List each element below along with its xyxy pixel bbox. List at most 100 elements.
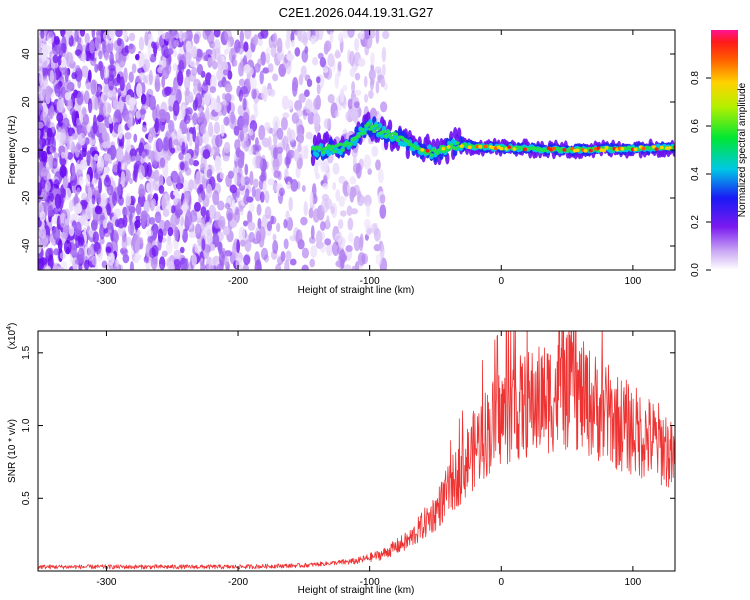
heatmap-cell	[206, 168, 213, 179]
heatmap-cell	[124, 193, 132, 207]
heatmap-cell	[248, 128, 254, 136]
heatmap-cell	[257, 37, 263, 47]
heatmap-cell	[300, 216, 308, 226]
heatmap-cell	[240, 61, 245, 77]
heatmap-cell	[261, 85, 269, 102]
heatmap-cell	[243, 176, 250, 186]
heatmap-cell	[285, 37, 291, 50]
heatmap-cell	[106, 43, 112, 54]
heatmap-cell	[147, 43, 152, 60]
heatmap-cell	[305, 131, 313, 140]
heatmap-cell	[375, 30, 380, 44]
heatmap-cell	[132, 233, 141, 250]
snr-x-ticks: -300 -200 -100 0 100	[96, 331, 642, 588]
heatmap-ridge-cell	[328, 147, 334, 152]
heatmap-cell	[157, 228, 164, 243]
heatmap-peak-cell	[425, 149, 430, 153]
heatmap-cell	[44, 125, 48, 133]
heatmap-ridge-cell	[342, 143, 347, 148]
heatmap-cell	[181, 32, 188, 40]
heatmap-cell	[292, 76, 299, 92]
heatmap-peak-cell	[583, 149, 588, 153]
heatmap-ridge-cell	[376, 127, 381, 131]
heatmap-cell	[251, 88, 257, 100]
heatmap-cell	[192, 112, 199, 126]
heatmap-cell	[53, 207, 61, 215]
heatmap-cell	[206, 228, 211, 236]
heatmap-cell	[307, 111, 315, 125]
heatmap-ridge-cell	[366, 122, 371, 126]
heatmap-ridge-cell	[439, 152, 444, 161]
heatmap-cell	[353, 184, 360, 196]
heatmap-cell	[261, 214, 268, 229]
heatmap-cell	[56, 99, 65, 113]
heatmap-cell	[162, 227, 167, 237]
heatmap-cell	[56, 112, 64, 123]
heatmap-cell	[242, 111, 250, 128]
heatmap-cell	[248, 202, 255, 213]
heatmap-ridge-cell	[453, 146, 458, 151]
heatmap-cell	[112, 161, 119, 173]
heatmap-cell	[267, 63, 274, 73]
heatmap-cell	[207, 231, 213, 247]
heatmap-cell	[166, 48, 174, 56]
heatmap-cell	[223, 116, 230, 126]
heatmap-cell	[204, 30, 211, 37]
heatmap-cell	[39, 210, 46, 223]
heatmap-cell	[323, 118, 332, 130]
heatmap-cell	[361, 253, 369, 265]
heatmap-cell	[203, 92, 211, 106]
heatmap-cell	[89, 40, 95, 54]
heatmap-cell	[185, 107, 193, 116]
heatmap-cell	[140, 93, 147, 105]
heatmap-cell	[81, 214, 89, 222]
heatmap-cell	[52, 54, 59, 64]
snr-x-tick-label: 0	[498, 577, 504, 588]
heatmap-cell	[181, 141, 186, 155]
heatmap-cell	[180, 104, 186, 121]
heatmap-cell	[49, 192, 54, 203]
heatmap-cell	[297, 30, 302, 42]
heatmap-peak-cell	[651, 145, 656, 149]
heatmap-cell	[59, 252, 66, 260]
heatmap-cell	[254, 137, 259, 147]
heatmap-cell	[145, 92, 150, 107]
heatmap-cell	[354, 261, 360, 270]
heatmap-cell	[163, 150, 168, 159]
heatmap-cell	[79, 159, 88, 171]
heatmap-cell	[366, 227, 373, 235]
heatmap-cell	[287, 99, 294, 110]
heatmap-cell	[138, 183, 145, 198]
heatmap-cell	[364, 30, 371, 40]
heatmap-cell	[335, 188, 341, 202]
heatmap-cell	[66, 81, 75, 90]
heatmap-cell	[267, 178, 275, 186]
heatmap-cell	[155, 104, 160, 117]
heatmap-cell	[57, 55, 62, 67]
heatmap-cell	[70, 172, 78, 187]
heatmap-cell	[144, 31, 149, 46]
heatmap-cell	[221, 61, 229, 72]
heatmap-cell	[200, 123, 207, 135]
heatmap-cell	[254, 251, 260, 266]
heatmap-cell	[193, 201, 201, 212]
heatmap-peak-cell	[522, 147, 527, 152]
heatmap-cell	[43, 190, 48, 202]
heatmap-cell	[103, 153, 112, 162]
heatmap-cell	[219, 172, 225, 180]
heatmap-ridge-cell	[387, 119, 393, 132]
heatmap-cell	[71, 133, 78, 141]
heatmap-cell	[196, 63, 204, 76]
heatmap-ridge-cell	[458, 136, 464, 145]
heatmap-cell	[381, 46, 387, 63]
heatmap-cell	[338, 236, 346, 249]
heatmap-cell	[138, 164, 146, 180]
heatmap-cell	[220, 124, 225, 137]
snr-y-tick-label: 1.5	[21, 345, 32, 359]
heatmap-peak-cell	[507, 145, 512, 149]
heatmap-cell	[346, 183, 351, 194]
heatmap-cell	[242, 124, 249, 133]
heatmap-ridge-cell	[405, 139, 411, 144]
heatmap-cell	[168, 33, 175, 50]
heatmap-ridge-cell	[429, 153, 434, 157]
